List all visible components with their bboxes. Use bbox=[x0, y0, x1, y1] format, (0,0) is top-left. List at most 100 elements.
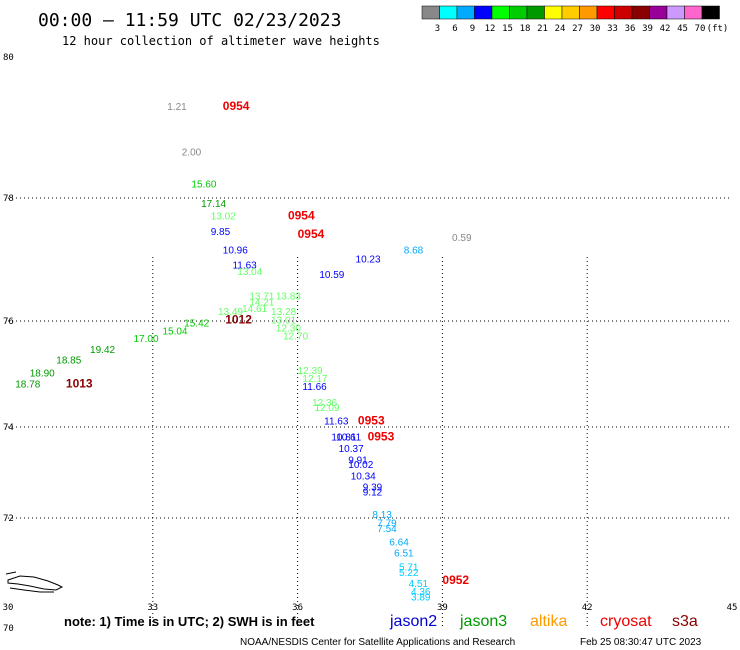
colorbar-swatch bbox=[684, 5, 703, 20]
wave-height-label: 9.91 bbox=[348, 455, 368, 466]
colorbar-swatch bbox=[421, 5, 440, 20]
wave-height-label: 5.71 bbox=[399, 562, 419, 573]
time-label: 0953 bbox=[358, 413, 385, 427]
wave-height-label: 13.49 bbox=[218, 307, 243, 318]
y-tick-label: 76 bbox=[3, 317, 14, 327]
colorbar: 3 6 9 12 15 18 21 24 27 30 33 36 39 42 45 70 (ft) bbox=[421, 5, 729, 34]
legend-jason3: jason3 bbox=[459, 613, 507, 630]
wave-height-label: 11.66 bbox=[302, 382, 327, 393]
colorbar-swatch bbox=[596, 5, 615, 20]
wave-height-label: 15.42 bbox=[184, 318, 209, 329]
colorbar-label: 18 bbox=[520, 24, 531, 34]
wave-height-label: 10.81 bbox=[331, 433, 356, 444]
wave-height-label: 12.70 bbox=[283, 332, 308, 343]
y-tick-label: 70 bbox=[3, 624, 14, 634]
wave-height-label: 6.64 bbox=[389, 538, 409, 549]
time-label: 1012 bbox=[225, 313, 252, 327]
wave-height-label: 17.00 bbox=[133, 334, 158, 345]
wave-height-label: 7.54 bbox=[377, 524, 397, 535]
chart-title: 00:00 – 11:59 UTC 02/23/2023 bbox=[38, 10, 341, 31]
wave-height-label: 10.02 bbox=[348, 460, 373, 471]
wave-height-label: 8.68 bbox=[404, 245, 424, 256]
colorbar-label: 21 bbox=[537, 24, 548, 34]
wave-height-label: 18.78 bbox=[15, 379, 40, 390]
colorbar-label: 3 bbox=[435, 24, 440, 34]
wave-height-label: 2.00 bbox=[182, 148, 202, 159]
x-tick-label: 42 bbox=[582, 603, 593, 613]
wave-height-label: 12.09 bbox=[314, 403, 339, 414]
wave-height-label: 15.60 bbox=[191, 179, 216, 190]
wave-height-label: 4.36 bbox=[411, 587, 431, 598]
wave-height-points: 1.212.0015.6017.1413.029.8510.9611.6313.… bbox=[15, 102, 472, 604]
colorbar-swatch bbox=[526, 5, 545, 20]
legend-jason2: jason2 bbox=[389, 613, 437, 630]
time-labels: 0954 0954 0954 1012 1013 0953 0953 0952 bbox=[66, 99, 470, 587]
wave-height-label: 8.13 bbox=[372, 510, 392, 521]
x-tick-label: 45 bbox=[727, 603, 738, 613]
wave-height-label: 6.51 bbox=[394, 549, 414, 560]
legend-altika: altika bbox=[530, 613, 567, 630]
colorbar-label: 45 bbox=[677, 24, 688, 34]
colorbar-label: 30 bbox=[590, 24, 601, 34]
colorbar-swatch bbox=[509, 5, 528, 20]
wave-height-label: 1.21 bbox=[167, 102, 187, 113]
y-tick-label: 78 bbox=[3, 194, 14, 204]
time-label: 0952 bbox=[442, 573, 469, 587]
wave-height-label: 10.34 bbox=[351, 471, 376, 482]
wave-height-label: 13.28 bbox=[271, 307, 296, 318]
colorbar-swatch bbox=[544, 5, 563, 20]
colorbar-label: 9 bbox=[470, 24, 475, 34]
satellite-legend: jason2 jason3 altika cryosat s3a bbox=[389, 613, 698, 630]
wave-height-label: 18.90 bbox=[30, 369, 55, 380]
time-label: 0954 bbox=[288, 209, 315, 223]
wave-height-label: 4.51 bbox=[409, 579, 429, 590]
colorbar-swatch bbox=[614, 5, 633, 20]
wave-height-label: 12.17 bbox=[302, 374, 327, 385]
colorbar-label: 70 bbox=[695, 24, 706, 34]
x-tick-label: 39 bbox=[437, 603, 448, 613]
wave-height-label: 10.61 bbox=[336, 433, 361, 444]
footnote: note: 1) Time is in UTC; 2) SWH is in fe… bbox=[64, 614, 315, 629]
colorbar-swatch bbox=[561, 5, 580, 20]
wave-height-label: 12.39 bbox=[298, 366, 323, 377]
chart-subtitle: 12 hour collection of altimeter wave hei… bbox=[62, 34, 380, 48]
colorbar-label: 24 bbox=[555, 24, 566, 34]
wave-height-label: 14.21 bbox=[249, 298, 274, 309]
gridlines bbox=[8, 197, 732, 628]
time-label: 0954 bbox=[223, 99, 250, 113]
wave-height-label: 13.83 bbox=[276, 291, 301, 302]
wave-height-label: 19.42 bbox=[90, 345, 115, 356]
x-tick-label: 33 bbox=[147, 603, 158, 613]
colorbar-label: 42 bbox=[660, 24, 671, 34]
time-label: 0953 bbox=[368, 430, 395, 444]
colorbar-label: 15 bbox=[502, 24, 513, 34]
wave-height-label: 7.79 bbox=[377, 518, 397, 529]
wave-height-label: 9.12 bbox=[363, 487, 383, 498]
colorbar-swatch bbox=[649, 5, 668, 20]
wave-height-label: 10.37 bbox=[339, 444, 364, 455]
wave-height-label: 14.61 bbox=[242, 304, 267, 315]
wave-height-label: 11.63 bbox=[324, 416, 349, 427]
credit-text: NOAA/NESDIS Center for Satellite Applica… bbox=[240, 637, 515, 648]
colorbar-swatch bbox=[491, 5, 510, 20]
colorbar-label: 39 bbox=[642, 24, 653, 34]
colorbar-label: (ft) bbox=[707, 24, 729, 34]
legend-cryosat: cryosat bbox=[600, 613, 652, 630]
wave-height-label: 12.30 bbox=[276, 324, 301, 335]
time-label: 1013 bbox=[66, 376, 93, 390]
colorbar-swatch bbox=[631, 5, 650, 20]
wave-height-label: 18.85 bbox=[56, 355, 81, 366]
colorbar-label: 6 bbox=[452, 24, 457, 34]
wave-height-label: 13.01 bbox=[271, 316, 296, 327]
y-tick-label: 72 bbox=[3, 514, 14, 524]
wave-height-label: 15.04 bbox=[162, 326, 187, 337]
colorbar-swatch bbox=[666, 5, 685, 20]
wave-height-label: 13.02 bbox=[211, 212, 236, 223]
colorbar-swatch bbox=[579, 5, 598, 20]
y-tick-label: 74 bbox=[3, 423, 14, 433]
colorbar-label: 12 bbox=[485, 24, 496, 34]
colorbar-label: 27 bbox=[572, 24, 583, 34]
colorbar-swatch bbox=[701, 5, 720, 20]
wave-height-label: 10.23 bbox=[356, 255, 381, 266]
